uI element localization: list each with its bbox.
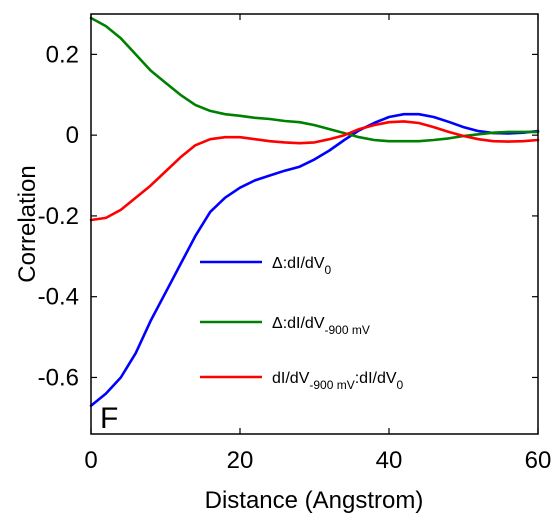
x-tick-label: 60	[525, 447, 552, 474]
series-line-0	[89, 112, 540, 407]
series-line-2	[89, 120, 540, 222]
y-tick-label: -0.6	[38, 364, 79, 391]
legend-label-0: Δ:dI/dV0	[272, 255, 332, 277]
legend-label-2: dI/dV-900 mV:dI/dV0	[272, 370, 404, 392]
x-axis-label: Distance (Angstrom)	[205, 487, 424, 514]
y-tick-label: -0.2	[38, 203, 79, 230]
panel-label: F	[100, 402, 118, 435]
x-tick-label: 0	[84, 447, 97, 474]
plot-frame	[90, 13, 539, 435]
y-tick-label: 0.2	[46, 41, 79, 68]
y-tick-label: -0.4	[38, 284, 79, 311]
y-axis-label: Correlation	[14, 165, 41, 282]
series-layer	[89, 16, 540, 407]
legend: Δ:dI/dV0 Δ:dI/dV-900 mV dI/dV-900 mV:dI/dV…	[200, 255, 404, 392]
y-tick-label: 0	[66, 122, 79, 149]
legend-label-1: Δ:dI/dV-900 mV	[272, 315, 370, 337]
x-tick-label: 20	[227, 447, 254, 474]
tick-layer: 0 20 40 60 0.2 0 -0.2 -0.4 -0.6	[38, 14, 552, 474]
x-tick-label: 40	[376, 447, 403, 474]
